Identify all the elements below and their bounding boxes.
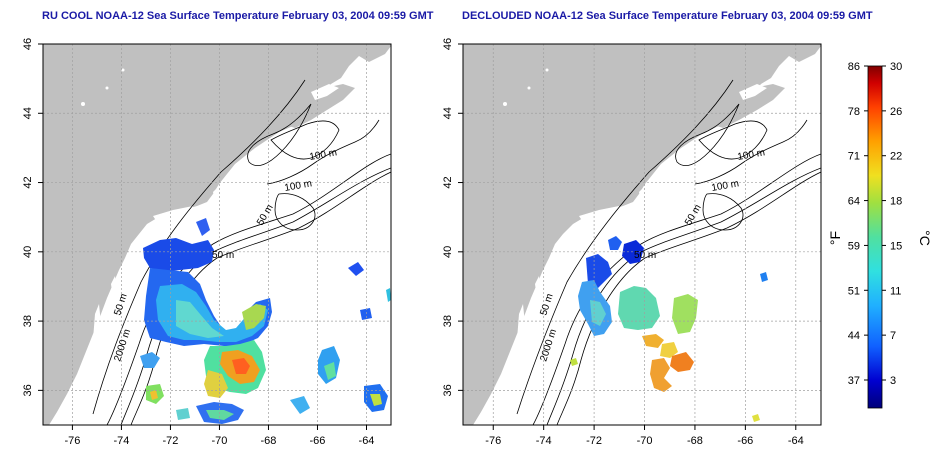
left-contour-label-50m-b: 50 m [212, 250, 234, 261]
colorbar-f-tick-label: 71 [848, 151, 860, 163]
right-land [463, 44, 821, 425]
colorbar-c-tick-label: 3 [890, 375, 896, 387]
y-tick-label: 44 [22, 107, 34, 119]
right-axis-ticks: -76 -74 -72 -70 -68 -66 -64 36 38 40 42 44 46 [442, 38, 804, 447]
x-tick-label: -68 [687, 435, 703, 447]
y-tick-label: 42 [442, 176, 454, 188]
colorbar-f-tick-label: 51 [848, 285, 860, 297]
colorbar-ticks: 86 78 71 64 59 51 44 37 30 26 22 18 15 11 7 3 [848, 61, 903, 387]
right-chesapeake [517, 304, 525, 344]
colorbar-fahrenheit-label: °F [827, 231, 843, 245]
colorbar-f-tick-label: 37 [848, 375, 860, 387]
right-contour-label-50m-b: 50 m [634, 250, 656, 261]
right-map-title: DECLOUDED NOAA-12 Sea Surface Temperatur… [462, 10, 873, 22]
right-cape-cod-bay [639, 184, 655, 200]
colorbar-celsius-label: °C [917, 230, 933, 246]
colorbar: 86 78 71 64 59 51 44 37 30 26 22 18 15 11 7 3 °F °C [827, 61, 933, 409]
left-contour-label-100m-a: 100 m [309, 147, 338, 163]
y-tick-label: 46 [22, 38, 34, 50]
colorbar-f-tick-label: 86 [848, 61, 860, 73]
left-bathymetry-contours [92, 79, 391, 425]
x-tick-label: -64 [359, 435, 375, 447]
x-tick-label: -72 [162, 435, 178, 447]
x-tick-label: -70 [211, 435, 227, 447]
left-sound [153, 206, 193, 222]
left-chesapeake [93, 304, 101, 344]
right-grid [463, 43, 821, 425]
colorbar-f-tick-label: 78 [848, 106, 860, 118]
right-sst-data [570, 236, 768, 422]
x-tick-label: -74 [536, 435, 552, 447]
right-contour-label-100m-a: 100 m [737, 147, 766, 163]
y-tick-label: 44 [442, 107, 454, 119]
right-delaware-bay [535, 276, 541, 298]
x-tick-label: -76 [64, 435, 80, 447]
left-cape-cod-bay [213, 184, 229, 200]
x-tick-label: -76 [485, 435, 501, 447]
y-tick-label: 38 [22, 315, 34, 327]
left-axis-ticks: -76 -74 -72 -70 -68 -66 -64 36 38 40 42 44 46 [22, 38, 374, 447]
colorbar-c-tick-label: 15 [890, 240, 902, 252]
left-grid [43, 43, 391, 425]
left-map-frame [42, 43, 392, 426]
colorbar-c-tick-label: 18 [890, 196, 902, 208]
y-tick-label: 36 [22, 384, 34, 396]
y-tick-label: 42 [22, 176, 34, 188]
left-land-maritimes [279, 84, 355, 128]
left-contour-label-100m-b: 100 m [284, 178, 313, 194]
left-bay [311, 84, 339, 100]
colorbar-f-tick-label: 59 [848, 240, 860, 252]
left-land [43, 44, 391, 425]
x-tick-label: -72 [586, 435, 602, 447]
left-map-title: RU COOL NOAA-12 Sea Surface Temperature … [42, 10, 434, 22]
left-delaware-bay [111, 276, 117, 298]
colorbar-c-tick-label: 11 [890, 285, 901, 297]
x-tick-label: -66 [737, 435, 753, 447]
colorbar-c-tick-label: 26 [890, 106, 902, 118]
colorbar-gradient [867, 65, 883, 409]
y-tick-label: 36 [442, 384, 454, 396]
colorbar-c-tick-label: 22 [890, 151, 902, 163]
colorbar-f-tick-label: 64 [848, 196, 860, 208]
colorbar-c-tick-label: 30 [890, 61, 902, 73]
right-bay [739, 84, 767, 100]
x-tick-label: -74 [113, 435, 129, 447]
y-tick-label: 40 [22, 246, 34, 258]
colorbar-f-tick-label: 44 [848, 330, 860, 342]
x-tick-label: -70 [637, 435, 653, 447]
left-sst-data [140, 218, 391, 424]
right-contour-label-100m-b: 100 m [711, 178, 740, 194]
y-tick-label: 40 [442, 246, 454, 258]
x-tick-label: -64 [788, 435, 804, 447]
y-tick-label: 46 [442, 38, 454, 50]
x-tick-label: -66 [310, 435, 326, 447]
x-tick-label: -68 [261, 435, 277, 447]
right-map-frame [462, 43, 822, 426]
colorbar-c-tick-label: 7 [890, 330, 896, 342]
right-sound [579, 206, 619, 222]
y-tick-label: 38 [442, 315, 454, 327]
